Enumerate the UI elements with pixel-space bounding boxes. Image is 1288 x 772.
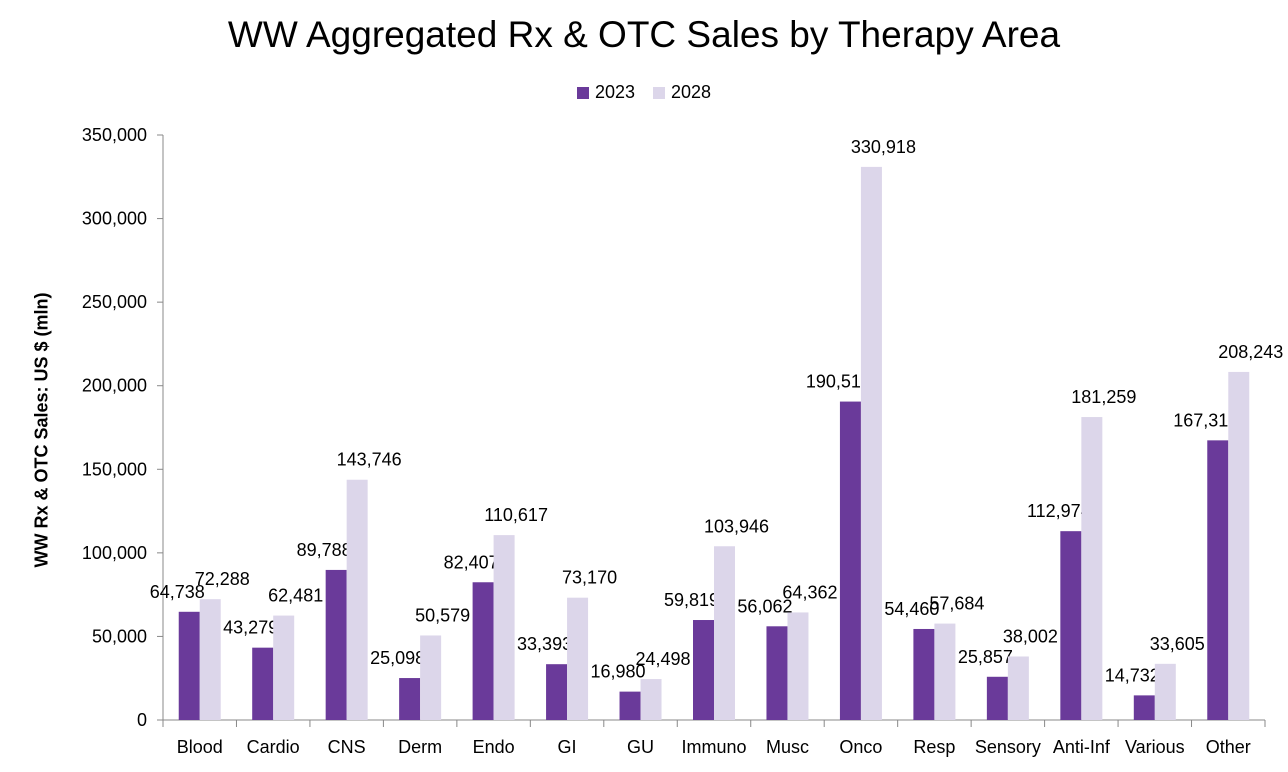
bar-2023-blood <box>178 611 200 720</box>
bar-2028-endo <box>493 535 515 720</box>
data-label-2028-cardio: 62,481 <box>268 586 323 606</box>
y-tick-label: 100,000 <box>82 543 147 563</box>
data-label-2023-blood: 64,738 <box>150 582 205 602</box>
bar-2023-cns <box>325 569 347 720</box>
bar-2023-gi <box>546 664 568 720</box>
data-label-2028-gu: 24,498 <box>636 649 691 669</box>
bar-2023-sensory <box>986 676 1008 720</box>
x-tick-label: Endo <box>473 737 515 757</box>
bar-2023-musc <box>766 626 788 720</box>
data-label-2028-derm: 50,579 <box>415 605 470 625</box>
x-tick-label: Blood <box>177 737 223 757</box>
x-tick-label: CNS <box>328 737 366 757</box>
bar-2023-onco <box>839 401 861 720</box>
bar-2023-cardio <box>252 647 274 720</box>
data-label-2028-other: 208,243 <box>1218 342 1283 362</box>
x-tick-label: Various <box>1125 737 1185 757</box>
bar-2028-various <box>1154 663 1176 720</box>
y-tick-label: 250,000 <box>82 292 147 312</box>
data-label-2023-sensory: 25,857 <box>958 647 1013 667</box>
data-label-2023-onco: 190,514 <box>806 372 871 392</box>
y-tick-label: 150,000 <box>82 459 147 479</box>
y-tick-label: 300,000 <box>82 209 147 229</box>
data-label-2023-immuno: 59,819 <box>664 590 719 610</box>
data-label-2028-onco: 330,918 <box>851 137 916 157</box>
x-tick-label: Musc <box>766 737 809 757</box>
bar-2023-endo <box>472 582 494 720</box>
data-label-2023-gu: 16,980 <box>591 662 646 682</box>
data-label-2028-resp: 57,684 <box>929 594 984 614</box>
y-tick-label: 50,000 <box>92 626 147 646</box>
bar-2028-anti-inf <box>1081 417 1103 720</box>
data-label-2028-endo: 110,617 <box>484 505 548 525</box>
data-label-2028-blood: 72,288 <box>195 569 250 589</box>
bar-2023-various <box>1133 695 1155 720</box>
x-tick-label: Other <box>1206 737 1251 757</box>
data-label-2028-sensory: 38,002 <box>1003 626 1058 646</box>
x-tick-label: Derm <box>398 737 442 757</box>
bar-2023-immuno <box>693 620 714 720</box>
bar-2023-anti-inf <box>1060 531 1082 720</box>
data-label-2023-endo: 82,407 <box>444 552 499 572</box>
y-tick-label: 200,000 <box>82 376 147 396</box>
bar-2023-resp <box>913 628 935 720</box>
data-label-2023-cns: 89,788 <box>297 540 352 560</box>
data-label-2023-various: 14,732 <box>1105 665 1160 685</box>
x-tick-label: Sensory <box>975 737 1041 757</box>
bar-2028-cns <box>346 479 368 720</box>
data-label-2028-cns: 143,746 <box>337 450 402 470</box>
legend: 2023 2028 <box>0 82 1288 103</box>
data-label-2028-immuno: 103,946 <box>704 516 769 536</box>
y-tick-label: 0 <box>137 710 147 730</box>
legend-swatch-2028 <box>653 86 665 99</box>
legend-label-2023: 2023 <box>594 82 635 102</box>
bar-2028-gu <box>640 679 662 720</box>
data-label-2023-resp: 54,460 <box>884 599 939 619</box>
x-tick-label: GI <box>558 737 577 757</box>
data-label-2028-anti-inf: 181,259 <box>1071 387 1136 407</box>
data-label-2023-derm: 25,098 <box>370 648 425 668</box>
bar-2028-cardio <box>273 615 295 720</box>
x-tick-label: Immuno <box>681 737 746 757</box>
bar-2023-gu <box>619 691 641 720</box>
x-tick-label: GU <box>627 737 654 757</box>
legend-label-2028: 2028 <box>671 82 712 102</box>
x-tick-label: Anti-Inf <box>1053 737 1111 757</box>
data-label-2023-other: 167,316 <box>1173 410 1238 430</box>
y-tick-label: 350,000 <box>82 125 147 145</box>
x-tick-label: Resp <box>913 737 955 757</box>
data-label-2023-cardio: 43,279 <box>223 618 278 638</box>
legend-swatch-2023 <box>576 86 589 99</box>
data-label-2028-gi: 73,170 <box>562 568 617 588</box>
x-tick-label: Cardio <box>247 737 300 757</box>
bar-2028-onco <box>860 166 882 721</box>
bar-2028-resp <box>934 623 956 720</box>
data-label-2023-musc: 56,062 <box>737 596 792 616</box>
data-label-2023-anti-inf: 112,974 <box>1027 501 1091 521</box>
y-axis-label: WW Rx & OTC Sales: US $ (mln) <box>31 292 52 568</box>
bar-2028-musc <box>787 612 809 720</box>
data-label-2028-musc: 64,362 <box>782 582 837 602</box>
legend-item-2028: 2028 <box>653 82 711 103</box>
bar-2028-gi <box>567 597 589 720</box>
x-tick-label: Onco <box>839 737 882 757</box>
bar-2028-blood <box>199 599 221 720</box>
data-label-2023-gi: 33,393 <box>517 634 572 654</box>
bar-2028-immuno <box>714 546 735 720</box>
chart-title: WW Aggregated Rx & OTC Sales by Therapy … <box>227 14 1061 55</box>
bar-2028-sensory <box>1007 656 1029 720</box>
bar-2023-other <box>1207 440 1229 720</box>
bar-2028-other <box>1228 371 1250 720</box>
data-label-2028-various: 33,605 <box>1150 634 1205 654</box>
bar-2023-derm <box>399 678 421 720</box>
legend-item-2023: 2023 <box>576 82 635 103</box>
bar-2028-derm <box>420 635 442 720</box>
